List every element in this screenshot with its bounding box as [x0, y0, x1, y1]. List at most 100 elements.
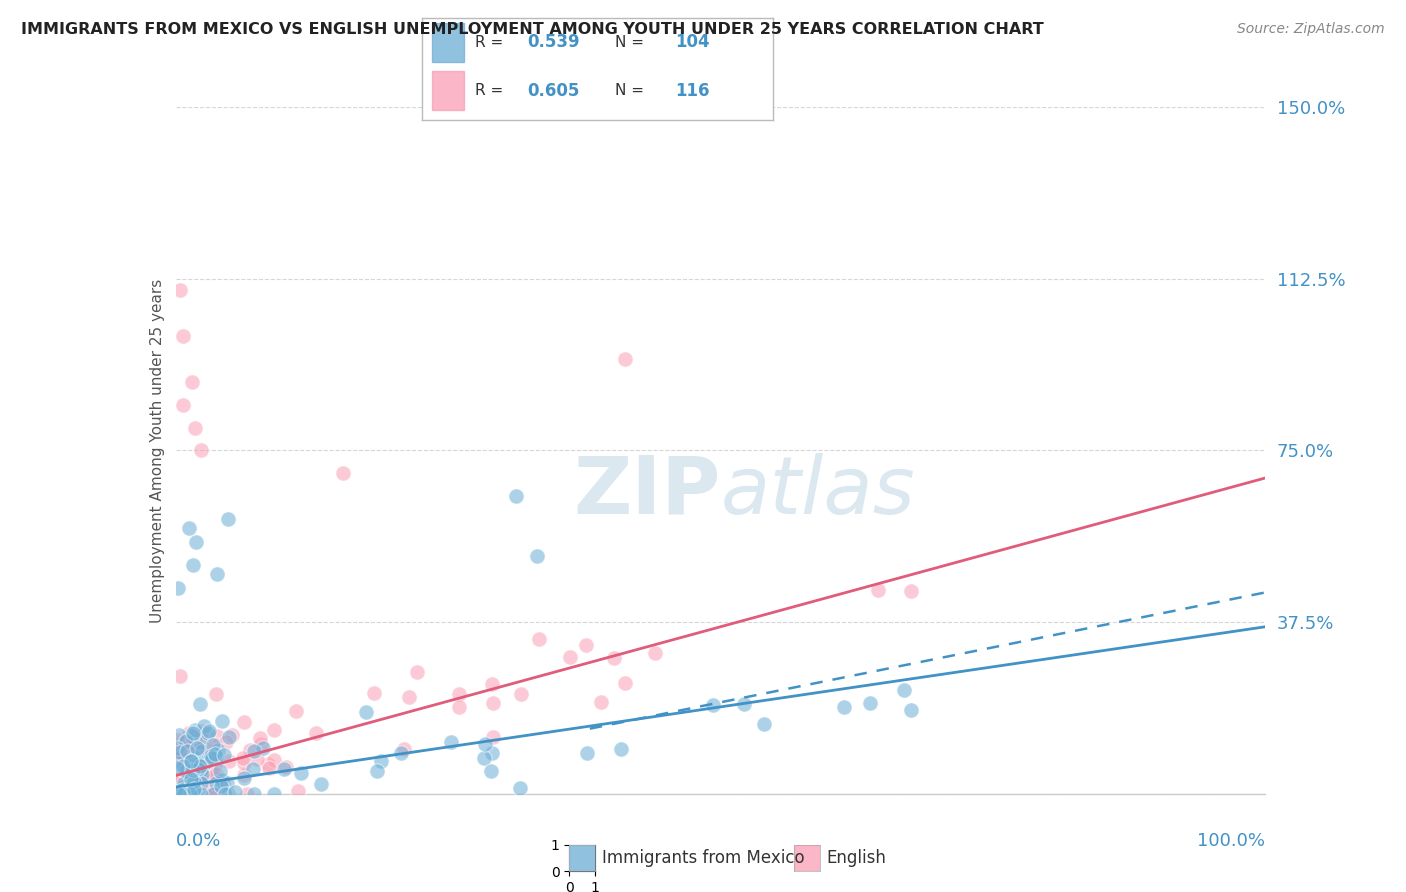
Point: [195, 784, 218, 798]
Point: [166, 750, 188, 764]
Point: [172, 787, 194, 801]
Point: [172, 736, 194, 750]
Point: [602, 651, 624, 665]
Point: [200, 765, 222, 780]
Point: [172, 329, 194, 343]
Point: [166, 770, 188, 784]
Point: [217, 776, 239, 790]
Point: [205, 749, 228, 764]
Point: [205, 729, 228, 743]
Point: [190, 763, 212, 777]
Point: [172, 787, 194, 801]
Point: [186, 770, 208, 784]
Point: [252, 741, 274, 756]
Point: [510, 687, 533, 701]
Point: [575, 638, 598, 652]
Point: [232, 771, 254, 785]
Point: [440, 735, 463, 749]
Point: [201, 751, 224, 765]
Point: [218, 754, 240, 768]
Point: [190, 787, 212, 801]
Point: [273, 762, 295, 776]
Point: [610, 742, 633, 756]
Point: [207, 567, 229, 582]
Point: [447, 687, 470, 701]
Point: [167, 787, 190, 801]
Point: [208, 787, 231, 801]
Point: [859, 696, 882, 710]
Point: [479, 764, 502, 779]
Point: [172, 782, 194, 797]
Point: [180, 763, 202, 777]
Point: [190, 744, 212, 758]
Point: [167, 743, 190, 757]
Point: [183, 771, 205, 785]
Point: [176, 733, 198, 747]
Point: [900, 584, 922, 599]
Point: [217, 787, 239, 801]
Point: [217, 512, 239, 526]
Point: [166, 756, 188, 770]
Point: [177, 764, 200, 779]
Point: [177, 759, 200, 773]
Point: [166, 754, 188, 768]
Point: [201, 787, 224, 801]
Text: ZIP: ZIP: [574, 452, 721, 531]
Point: [205, 776, 228, 790]
Point: [177, 738, 200, 752]
Point: [181, 763, 204, 777]
Point: [207, 743, 229, 757]
Point: [243, 743, 266, 757]
Point: [184, 723, 207, 737]
Point: [188, 759, 211, 773]
Text: English: English: [827, 849, 887, 867]
Point: [866, 583, 889, 598]
Point: [560, 649, 582, 664]
Text: 100.0%: 100.0%: [1198, 831, 1265, 850]
Point: [243, 787, 266, 801]
Point: [447, 700, 470, 714]
Point: [167, 787, 190, 801]
Point: [191, 771, 214, 785]
Point: [392, 742, 415, 756]
Point: [174, 757, 197, 772]
Point: [233, 768, 256, 782]
Point: [188, 735, 211, 749]
Point: [167, 581, 190, 595]
Point: [205, 687, 228, 701]
Point: [173, 787, 195, 801]
Point: [172, 780, 194, 795]
Point: [187, 756, 209, 771]
Point: [190, 724, 212, 739]
Point: [204, 747, 226, 761]
Point: [232, 750, 254, 764]
Point: [354, 705, 377, 719]
Point: [188, 697, 211, 711]
Point: [187, 762, 209, 776]
Point: [183, 781, 205, 796]
Point: [370, 754, 392, 768]
Text: 104: 104: [675, 34, 710, 52]
Point: [509, 780, 531, 795]
Point: [482, 731, 505, 745]
Point: [221, 728, 243, 742]
Point: [167, 728, 190, 742]
Point: [172, 755, 194, 769]
Point: [180, 754, 202, 768]
Point: [167, 733, 190, 747]
Point: [169, 669, 191, 683]
Text: IMMIGRANTS FROM MEXICO VS ENGLISH UNEMPLOYMENT AMONG YOUTH UNDER 25 YEARS CORREL: IMMIGRANTS FROM MEXICO VS ENGLISH UNEMPL…: [21, 22, 1043, 37]
Point: [180, 755, 202, 769]
Point: [183, 774, 205, 789]
Point: [644, 646, 666, 660]
Point: [172, 398, 194, 412]
Point: [176, 744, 198, 758]
Text: 0.605: 0.605: [527, 82, 579, 100]
Point: [183, 751, 205, 765]
Point: [186, 535, 208, 549]
Point: [405, 665, 427, 679]
Point: [201, 738, 224, 752]
Point: [169, 745, 191, 759]
Point: [167, 756, 190, 770]
Point: [218, 730, 240, 744]
